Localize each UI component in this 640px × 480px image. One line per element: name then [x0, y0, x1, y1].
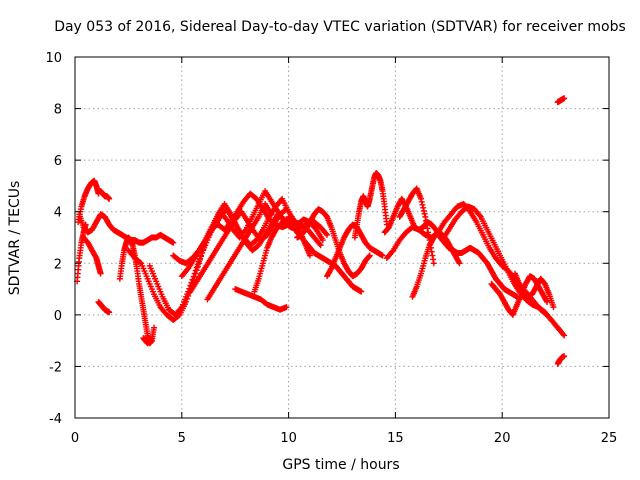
data-point: [358, 288, 365, 295]
data-point: [193, 264, 200, 271]
series-arc-26: [488, 273, 551, 318]
plot-frame: [74, 56, 610, 419]
data-point: [560, 331, 567, 338]
data-point: [106, 195, 113, 202]
y-tick-label: 4: [54, 206, 62, 221]
series-arc-4: [80, 234, 104, 277]
data-point: [366, 253, 373, 260]
data-point: [312, 225, 319, 232]
data-points: [74, 95, 568, 367]
data-point: [184, 266, 191, 273]
data-point: [192, 267, 199, 274]
x-tick-label: 15: [387, 431, 404, 446]
data-point: [148, 335, 155, 342]
data-point: [561, 332, 568, 339]
data-point: [418, 198, 425, 205]
y-tick-label: 6: [54, 154, 62, 169]
data-point: [151, 324, 158, 331]
series-arc-20: [351, 170, 390, 241]
axis-ticks: 0 5 10 15 20 25 -4 -2 0 2 4 6 8 10: [45, 51, 617, 446]
data-point: [424, 225, 431, 232]
data-point: [379, 252, 386, 259]
x-tick-label: 25: [601, 431, 618, 446]
data-point: [456, 260, 463, 267]
series-arc-23: [396, 185, 437, 267]
data-point: [191, 270, 198, 277]
data-point: [283, 206, 290, 213]
data-point: [327, 266, 334, 273]
data-point: [421, 210, 428, 217]
y-tick-label: -4: [49, 412, 62, 427]
data-point: [196, 255, 203, 262]
y-tick-label: 0: [54, 309, 62, 324]
series-arc-14: [204, 200, 275, 303]
x-tick-label: 0: [71, 431, 79, 446]
data-point: [317, 242, 324, 249]
series-arc-27: [512, 270, 557, 311]
series-arc-25: [439, 203, 568, 339]
data-point: [420, 207, 427, 214]
data-point: [419, 201, 426, 208]
data-point: [319, 237, 326, 244]
data-point: [189, 276, 196, 283]
series-arc-24: [409, 229, 463, 300]
data-point: [322, 230, 329, 237]
series-arc-6: [97, 188, 113, 202]
x-tick-label: 10: [280, 431, 297, 446]
data-point: [316, 240, 323, 247]
y-tick-label: 8: [54, 103, 62, 118]
data-point: [430, 260, 437, 267]
series-arc-8: [140, 335, 155, 347]
data-point: [418, 195, 425, 202]
data-point: [195, 258, 202, 265]
data-point: [194, 261, 201, 268]
data-point: [550, 304, 557, 311]
data-point: [268, 211, 275, 218]
data-point: [222, 215, 229, 222]
data-point: [422, 213, 429, 220]
data-point: [455, 258, 462, 265]
data-point: [389, 248, 396, 255]
series-arc-28: [554, 95, 568, 106]
y-tick-label: -2: [49, 360, 62, 375]
data-point: [282, 206, 289, 213]
data-point: [324, 231, 331, 238]
data-point: [306, 252, 313, 259]
data-point: [429, 252, 436, 259]
series-arc-5: [95, 298, 113, 316]
series-arc-29: [554, 353, 568, 367]
y-axis-label: SDTVAR / TECUs: [7, 181, 23, 296]
data-point: [366, 252, 373, 259]
data-point: [97, 270, 104, 277]
y-tick-label: 2: [54, 257, 62, 272]
data-point: [241, 228, 248, 235]
data-point: [190, 273, 197, 280]
chart-title: Day 053 of 2016, Sidereal Day-to-day VTE…: [54, 19, 626, 35]
x-axis-label: GPS time / hours: [282, 457, 399, 473]
data-point: [425, 233, 432, 240]
x-tick-label: 5: [178, 431, 186, 446]
data-point: [423, 217, 430, 224]
y-tick-label: 10: [45, 51, 62, 66]
x-tick-label: 20: [494, 431, 511, 446]
data-point: [423, 221, 430, 228]
series-arc-18: [294, 206, 373, 280]
series-arc-15: [232, 286, 290, 313]
data-point: [170, 239, 177, 246]
data-point: [106, 309, 113, 316]
data-point: [561, 353, 568, 360]
data-point: [425, 229, 432, 236]
data-point: [283, 304, 290, 311]
data-point: [137, 259, 144, 266]
data-point: [177, 305, 184, 312]
data-point: [476, 212, 483, 219]
data-point: [420, 204, 427, 211]
data-point: [430, 256, 437, 263]
series-arc-7: [116, 234, 158, 347]
data-point: [544, 298, 551, 305]
data-point: [561, 95, 568, 102]
